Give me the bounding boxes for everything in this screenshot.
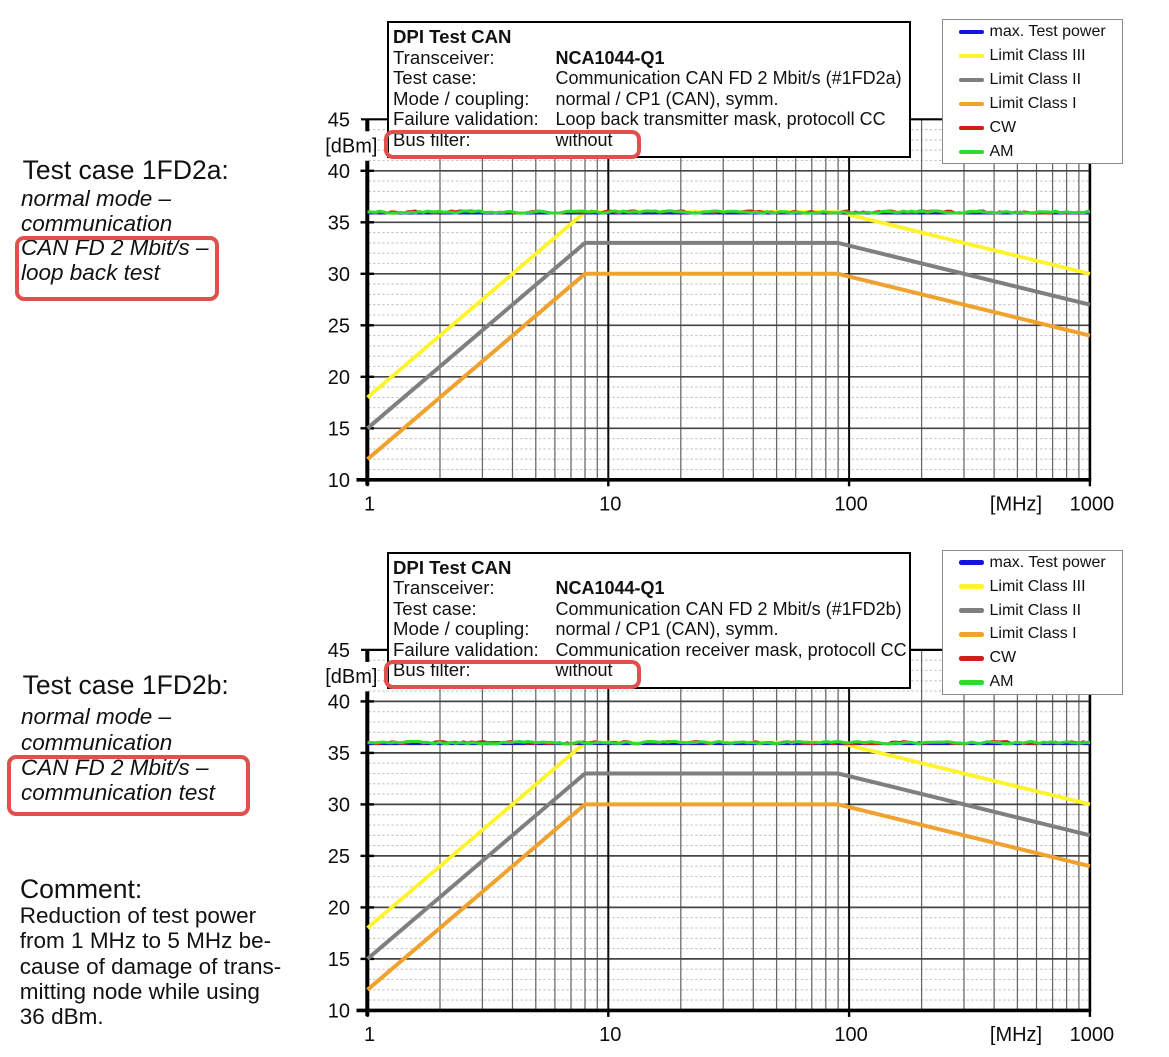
svg-text:10: 10 (599, 1024, 621, 1046)
svg-text:1000: 1000 (1070, 493, 1115, 515)
svg-text:[dBm]: [dBm] (325, 136, 377, 158)
svg-text:100: 100 (834, 1024, 867, 1046)
svg-text:15: 15 (328, 419, 350, 441)
svg-text:10: 10 (328, 1001, 350, 1023)
svg-text:30: 30 (328, 264, 350, 286)
svg-text:[dBm]: [dBm] (325, 666, 377, 688)
svg-text:1: 1 (364, 493, 375, 515)
svg-text:[MHz]: [MHz] (990, 1024, 1042, 1046)
svg-text:45: 45 (328, 110, 350, 132)
svg-text:25: 25 (328, 316, 350, 338)
svg-text:35: 35 (328, 213, 350, 235)
svg-text:45: 45 (328, 640, 350, 662)
svg-text:20: 20 (328, 367, 350, 389)
svg-text:10: 10 (328, 470, 350, 492)
svg-text:[MHz]: [MHz] (990, 493, 1042, 515)
svg-text:1: 1 (364, 1024, 375, 1046)
svg-text:100: 100 (834, 493, 867, 515)
svg-text:35: 35 (328, 743, 350, 765)
svg-text:1000: 1000 (1070, 1024, 1115, 1046)
svg-text:40: 40 (328, 692, 350, 714)
svg-text:20: 20 (328, 898, 350, 920)
svg-text:40: 40 (328, 161, 350, 183)
svg-text:10: 10 (599, 493, 621, 515)
svg-text:25: 25 (328, 846, 350, 868)
svg-text:30: 30 (328, 795, 350, 817)
svg-text:15: 15 (328, 949, 350, 971)
